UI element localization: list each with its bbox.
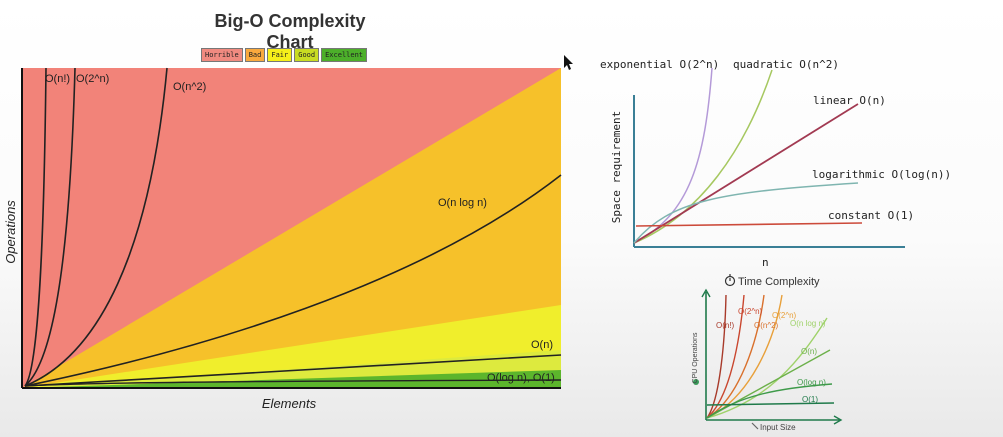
- time-curve-quad: [706, 294, 765, 419]
- time-label-exp2: O(2^n): [772, 311, 797, 320]
- label-log-const: O(log n), O(1): [487, 372, 555, 384]
- legend-bad: Bad: [244, 48, 266, 62]
- space-curve-linear: [633, 103, 859, 244]
- time-x-bullet-icon: [751, 422, 759, 430]
- zone-bad: [22, 68, 561, 388]
- curve-factorial: [24, 67, 47, 387]
- time-curve-logn: [706, 383, 833, 419]
- legend: Horrible Bad Fair Good Excellent: [201, 48, 368, 62]
- time-x-arrow-icon: [833, 415, 843, 425]
- y-axis-label: Operations: [3, 200, 18, 264]
- space-curve-quadratic: [633, 69, 773, 244]
- label-linear: O(n): [531, 339, 553, 351]
- curve-log-const: [24, 379, 562, 387]
- time-label-n: O(n): [801, 347, 817, 356]
- label-nlogn: O(n log n): [438, 197, 487, 209]
- chart-title: Big-O Complexity Chart: [214, 11, 366, 52]
- time-x-label: Input Size: [760, 423, 796, 432]
- legend-horrible: Horrible: [201, 48, 243, 62]
- space-curve-constant: [635, 222, 863, 227]
- main-chart: O(n!) O(2^n) O(n^2) O(n log n) O(n) O(lo…: [3, 67, 562, 411]
- time-y-label: CPU Operations: [692, 332, 699, 383]
- time-curve-fact: [706, 294, 727, 419]
- stopwatch-icon: [724, 274, 736, 287]
- time-y-arrow-icon: [701, 288, 711, 298]
- time-chart: Time Complexity O(n!) O(2^n) O(n^2) O(2^…: [692, 274, 843, 432]
- space-label-exponential: exponential O(2^n): [600, 58, 719, 71]
- time-chart-title: Time Complexity: [738, 276, 820, 288]
- space-label-linear: linear O(n): [813, 94, 886, 107]
- time-label-exp: O(2^n): [738, 307, 763, 316]
- space-label-constant: constant O(1): [828, 209, 914, 222]
- time-label-quad: O(n^2): [754, 321, 779, 330]
- space-label-logarithmic: logarithmic O(log(n)): [812, 168, 951, 181]
- x-axis-label: Elements: [262, 396, 317, 411]
- curve-linear: [24, 354, 562, 387]
- space-curve-exponential: [633, 67, 713, 244]
- space-curve-logarithmic: [633, 182, 859, 244]
- legend-excellent: Excellent: [321, 48, 368, 62]
- mouse-cursor-icon: [564, 55, 573, 70]
- zone-excellent: [22, 370, 561, 388]
- space-x-label: n: [762, 256, 769, 269]
- label-factorial: O(n!): [45, 73, 70, 85]
- space-label-quadratic: quadratic O(n^2): [733, 58, 839, 71]
- time-label-nlogn: O(n log n): [790, 319, 826, 328]
- curve-exponential: [24, 67, 76, 387]
- time-curve-exp: [706, 294, 745, 419]
- label-exponential: O(2^n): [76, 73, 109, 85]
- time-y-bullet-icon: [693, 379, 699, 385]
- curve-nlogn: [24, 174, 562, 387]
- legend-good: Good: [294, 48, 320, 62]
- time-label-logn: O(log n): [797, 378, 826, 387]
- curve-quadratic: [24, 67, 168, 387]
- space-chart: exponential O(2^n) quadratic O(n^2) line…: [600, 58, 951, 269]
- space-y-label: Space requirement: [610, 111, 623, 224]
- time-label-const: O(1): [802, 395, 818, 404]
- time-curve-const: [706, 402, 835, 406]
- time-label-fact: O(n!): [716, 321, 735, 330]
- label-quadratic: O(n^2): [173, 81, 206, 93]
- legend-fair: Fair: [267, 48, 293, 62]
